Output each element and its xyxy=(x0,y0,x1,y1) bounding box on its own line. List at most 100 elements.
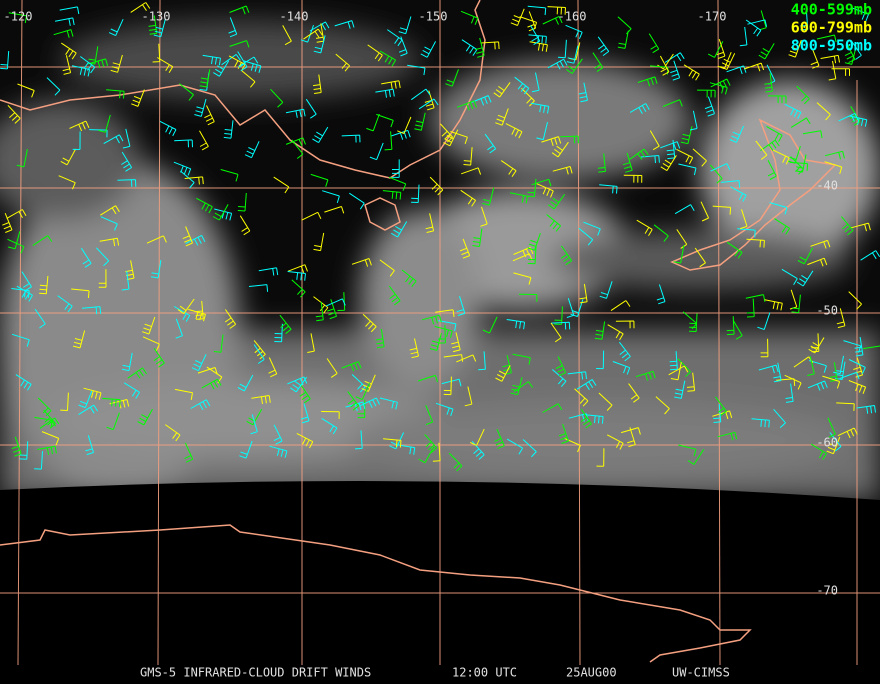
wind-barb xyxy=(98,114,111,133)
wind-barb xyxy=(835,361,846,380)
wind-barb xyxy=(689,110,698,131)
wind-barb xyxy=(751,418,770,428)
wind-barb xyxy=(547,58,568,70)
wind-barb xyxy=(39,275,49,295)
wind-barb xyxy=(514,76,530,95)
wind-barb xyxy=(174,139,193,148)
wind-barb xyxy=(578,227,594,246)
wind-barb xyxy=(287,264,308,274)
wind-barb xyxy=(628,383,640,403)
wind-barb xyxy=(100,216,118,231)
wind-barb xyxy=(563,437,581,453)
wind-barb xyxy=(80,247,92,268)
wind-barb xyxy=(816,102,831,121)
wind-barb xyxy=(174,388,193,400)
wind-barb xyxy=(574,388,589,407)
wind-barb xyxy=(291,279,306,298)
wind-barb xyxy=(802,130,823,138)
longitude-label: -150 xyxy=(419,10,448,24)
wind-barb xyxy=(505,123,523,139)
wind-barb xyxy=(528,34,547,44)
wind-barb xyxy=(282,25,292,46)
legend-entry: 800-950mb xyxy=(791,37,872,55)
wind-barb xyxy=(482,187,495,206)
wind-barb xyxy=(683,64,700,81)
wind-barb xyxy=(201,378,222,390)
wind-barb xyxy=(88,58,109,69)
wind-barb xyxy=(382,190,402,200)
longitude-label: -130 xyxy=(142,10,171,24)
wind-barb xyxy=(418,374,438,383)
wind-barb xyxy=(418,98,439,110)
wind-barb xyxy=(359,397,380,409)
wind-barb xyxy=(648,33,660,54)
wind-barb xyxy=(692,148,707,167)
wind-barb xyxy=(435,402,454,417)
wind-barb xyxy=(670,362,682,381)
wind-barb xyxy=(0,50,10,70)
wind-barb xyxy=(109,399,130,409)
wind-barb xyxy=(800,11,809,31)
wind-barb xyxy=(480,206,488,227)
wind-barb xyxy=(445,69,459,87)
wind-barb xyxy=(82,306,102,315)
footer-source: UW-CIMSS xyxy=(672,666,730,680)
wind-barb xyxy=(411,184,420,203)
wind-barb xyxy=(710,164,723,184)
wind-barb xyxy=(712,205,732,215)
wind-barb xyxy=(796,85,810,105)
wind-barb xyxy=(80,56,96,74)
wind-barb xyxy=(337,292,346,311)
wind-barb xyxy=(659,55,670,76)
wind-barb xyxy=(836,308,846,329)
wind-barb xyxy=(640,155,660,164)
wind-barb xyxy=(425,213,435,233)
wind-barb xyxy=(557,39,567,59)
wind-barb xyxy=(737,228,756,238)
wind-barb xyxy=(324,206,345,214)
wind-barb xyxy=(379,259,395,277)
wind-barb xyxy=(673,245,685,264)
wind-barb xyxy=(180,170,195,189)
wind-barb xyxy=(8,12,27,24)
wind-barb xyxy=(617,30,629,49)
wind-barb xyxy=(478,351,486,371)
wind-barb xyxy=(863,345,880,350)
wind-barb xyxy=(542,15,563,25)
wind-barb xyxy=(335,53,350,72)
wind-barb xyxy=(173,161,192,176)
wind-barb xyxy=(60,148,77,166)
wind-barb xyxy=(106,89,125,99)
wind-barb xyxy=(758,43,775,60)
latitude-label: -40 xyxy=(816,179,838,193)
wind-barb xyxy=(594,321,606,340)
wind-barb xyxy=(808,337,825,354)
wind-barb xyxy=(127,367,148,379)
wind-barb xyxy=(379,397,398,410)
wind-barb xyxy=(291,139,304,159)
wind-barb xyxy=(769,202,788,215)
wind-barb xyxy=(32,235,53,247)
wind-barb xyxy=(512,353,531,365)
wind-barb xyxy=(527,245,537,265)
wind-barb xyxy=(448,452,463,472)
wind-barb xyxy=(221,53,241,66)
wind-barb xyxy=(745,19,762,37)
wind-barb xyxy=(598,392,613,411)
wind-barb xyxy=(599,281,613,299)
wind-barb xyxy=(300,403,310,424)
wind-barb xyxy=(531,178,552,187)
wind-barb xyxy=(16,285,33,302)
wind-barb xyxy=(375,88,395,98)
wind-barb xyxy=(726,241,743,259)
wind-barb xyxy=(243,60,262,73)
legend-entry: 600-799mb xyxy=(791,19,872,37)
wind-barb xyxy=(680,126,693,145)
wind-barb xyxy=(551,321,571,330)
wind-barb xyxy=(191,354,207,372)
wind-barb xyxy=(146,235,167,244)
wind-barb xyxy=(57,295,73,313)
wind-barb xyxy=(757,312,771,330)
wind-barb xyxy=(391,221,408,238)
